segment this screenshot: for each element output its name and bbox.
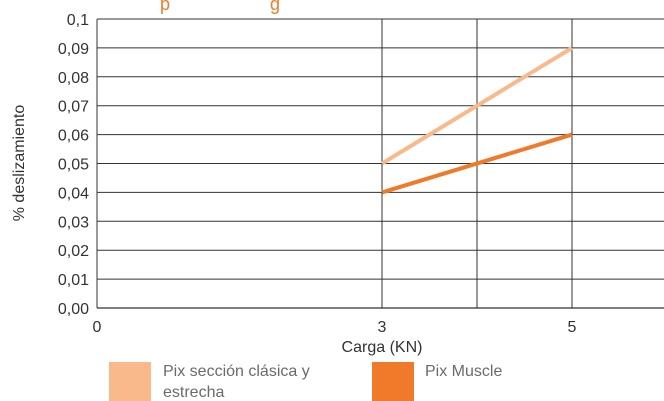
y-tick-label: 0,01 <box>58 272 89 289</box>
legend-label-2: Pix Muscle <box>425 363 502 380</box>
x-tick-label: 3 <box>378 319 387 336</box>
x-tick-label: 5 <box>568 319 577 336</box>
series-line-1 <box>380 46 574 166</box>
y-tick-label: 0,09 <box>58 41 89 58</box>
x-axis-title: Carga (KN) <box>342 339 423 356</box>
y-tick-label: 0,07 <box>58 99 89 116</box>
y-tick-label: 0,00 <box>58 301 89 318</box>
series-lines <box>380 46 574 195</box>
y-tick-label: 0,06 <box>58 128 89 145</box>
y-tick-labels: 0,00 0,01 0,02 0,03 0,04 0,05 0,06 0,07 0,08 0,09… <box>58 12 89 318</box>
x-tick-labels: 0 3 5 <box>93 319 577 336</box>
y-tick-label: 0,03 <box>58 214 89 231</box>
y-tick-label: 0,1 <box>67 12 89 29</box>
series-line-2 <box>381 132 573 195</box>
x-tick-label: 0 <box>93 319 102 336</box>
chart-title-fragment: p g <box>160 0 280 14</box>
y-tick-label: 0,02 <box>58 243 89 260</box>
legend-swatch-1 <box>109 362 151 401</box>
y-tick-label: 0,05 <box>58 157 89 174</box>
legend: Pix sección clásica y estrecha Pix Muscle <box>109 362 502 401</box>
y-axis-title: % deslizamiento <box>11 105 28 222</box>
grid <box>96 18 664 308</box>
y-tick-label: 0,08 <box>58 70 89 87</box>
legend-label-1: Pix sección clásica y estrecha <box>163 363 310 401</box>
y-tick-label: 0,04 <box>58 185 89 202</box>
legend-swatch-2 <box>372 362 414 401</box>
